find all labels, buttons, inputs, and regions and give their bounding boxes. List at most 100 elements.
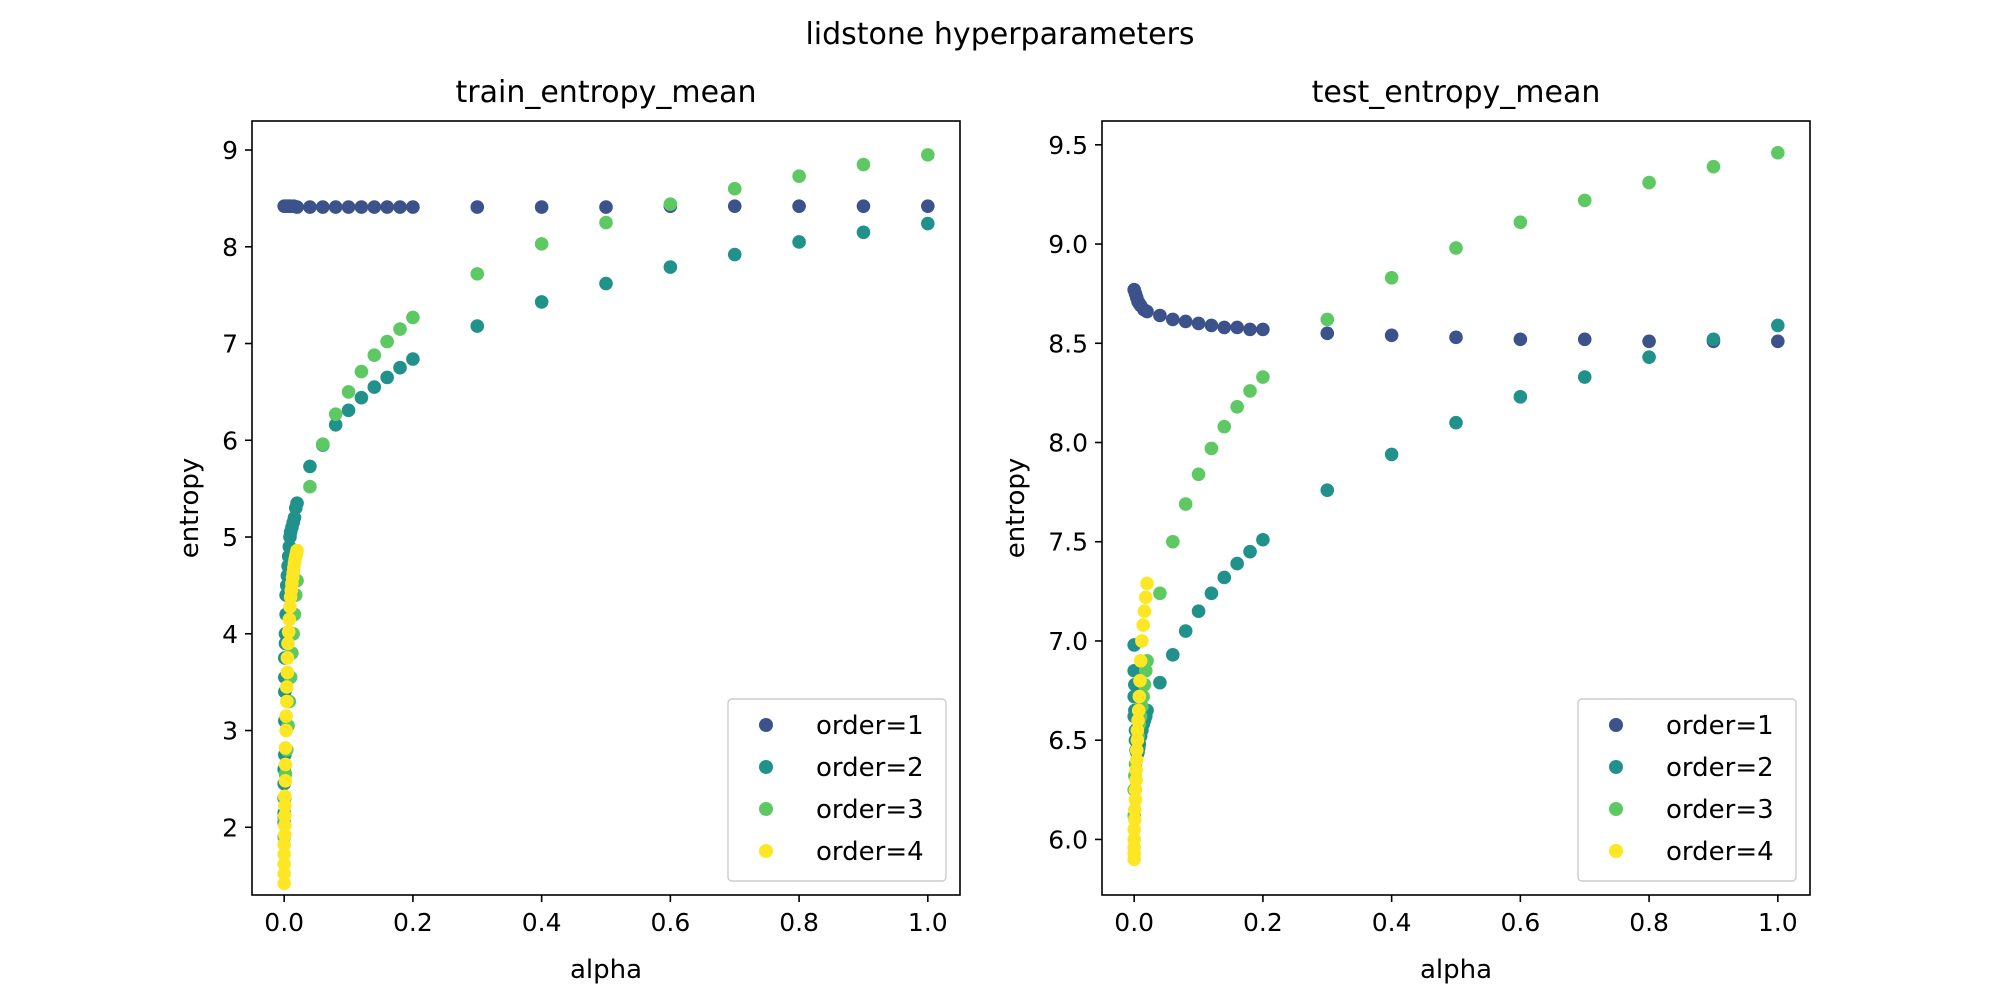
- train-y-tick-label: 7: [222, 330, 238, 359]
- test-y-tick-label: 8.0: [1048, 429, 1088, 458]
- test-data-point: [1128, 812, 1142, 827]
- test-data-point: [1642, 350, 1656, 364]
- test-x-tick-label: 0.2: [1243, 908, 1283, 937]
- test-data-point: [1153, 675, 1167, 690]
- test-data-point: [1133, 654, 1148, 668]
- test-data-point: [1140, 576, 1154, 591]
- test-y-tick-label: 7.5: [1048, 528, 1088, 557]
- train-data-point: [470, 319, 485, 333]
- test-data-point: [1204, 586, 1219, 601]
- train-data-point: [303, 459, 317, 474]
- train-entropy-panel: train_entropy_mean 0.0 0.2 0.4 0.6 0.8 1.0 2 3…: [175, 75, 961, 985]
- train-data-point: [303, 479, 317, 494]
- train-data-point: [599, 200, 613, 214]
- test-series-order-4: [1127, 576, 1154, 867]
- train-data-point: [393, 200, 407, 214]
- test-axes-frame: [1101, 120, 1811, 896]
- train-y-ticks: 2 3 4 5 6 7 8 9: [222, 136, 252, 842]
- train-data-point: [277, 857, 291, 871]
- test-data-point: [1153, 586, 1167, 601]
- train-data-point: [278, 774, 293, 788]
- test-entropy-panel: test_entropy_mean 0.0 0.2 0.4 0.6 0.8 1.0 6.0…: [1001, 75, 1811, 985]
- test-legend-marker: [1609, 760, 1623, 774]
- train-data-point: [663, 260, 678, 274]
- train-data-point: [393, 360, 407, 375]
- train-x-tick-label: 0.8: [779, 908, 819, 937]
- train-legend-marker: [759, 844, 773, 858]
- test-data-point: [1217, 320, 1232, 335]
- test-data-point: [1449, 241, 1463, 255]
- test-legend-label: order=1: [1666, 711, 1774, 741]
- train-data-point: [278, 828, 292, 842]
- train-data-point: [316, 437, 330, 451]
- test-x-tick-label: 1.0: [1758, 908, 1798, 937]
- test-data-point: [1191, 316, 1206, 331]
- train-data-point: [393, 322, 407, 336]
- train-data-point: [279, 680, 294, 694]
- train-data-point: [281, 636, 295, 651]
- test-y-tick-label: 8.5: [1048, 329, 1088, 358]
- train-axes-frame: [251, 120, 961, 896]
- train-data-point: [278, 789, 292, 804]
- train-data-point: [279, 694, 294, 709]
- train-data-point: [856, 225, 871, 240]
- train-data-point: [599, 215, 613, 230]
- train-data-point: [599, 276, 613, 291]
- train-series-order-1: [277, 199, 935, 214]
- train-points: [277, 148, 935, 891]
- train-data-point: [727, 199, 742, 213]
- train-data-point: [303, 200, 317, 214]
- test-data-point: [1178, 314, 1193, 329]
- test-data-point: [1140, 304, 1154, 319]
- train-y-tick-label: 6: [222, 426, 238, 455]
- train-data-point: [290, 200, 304, 214]
- test-data-point: [1771, 318, 1785, 333]
- test-legend-marker: [1609, 802, 1623, 816]
- test-legend-marker: [1609, 844, 1623, 858]
- test-legend-label: order=3: [1666, 795, 1774, 825]
- test-data-point: [1127, 663, 1141, 678]
- test-legend-box: [1577, 698, 1797, 882]
- test-data-point: [1128, 802, 1142, 817]
- test-data-point: [1513, 390, 1528, 404]
- train-legend-marker: [759, 802, 773, 816]
- test-y-tick-label: 6.0: [1048, 825, 1088, 854]
- train-legend-label: order=2: [816, 753, 924, 783]
- train-data-point: [328, 407, 343, 421]
- train-data-point: [280, 665, 295, 680]
- train-data-point: [367, 380, 382, 394]
- test-x-ticks: 0.0 0.2 0.4 0.6 0.8 1.0: [1114, 895, 1798, 937]
- test-data-point: [1178, 624, 1193, 638]
- train-data-point: [283, 599, 297, 614]
- test-legend-label: order=2: [1666, 753, 1774, 783]
- test-data-point: [1178, 497, 1193, 511]
- train-data-point: [341, 200, 356, 214]
- train-data-point: [534, 295, 549, 309]
- train-data-point: [534, 200, 549, 214]
- test-series-order-1: [1127, 282, 1785, 349]
- train-data-point: [406, 310, 420, 325]
- train-y-tick-label: 5: [222, 523, 238, 552]
- test-data-point: [1642, 175, 1656, 190]
- figure-suptitle: lidstone hyperparameters: [805, 17, 1194, 52]
- test-data-point: [1256, 370, 1270, 384]
- train-legend-marker: [759, 760, 773, 774]
- test-y-tick-label: 6.5: [1048, 726, 1088, 755]
- test-data-point: [1129, 753, 1144, 767]
- test-data-point: [1771, 334, 1785, 349]
- test-data-point: [1771, 145, 1785, 160]
- train-data-point: [277, 876, 291, 891]
- train-x-tick-label: 0.0: [264, 908, 304, 937]
- test-x-tick-label: 0.8: [1629, 908, 1669, 937]
- train-y-tick-label: 2: [222, 813, 238, 842]
- train-x-tick-label: 1.0: [908, 908, 948, 937]
- train-data-point: [277, 837, 291, 852]
- test-data-point: [1131, 713, 1145, 728]
- train-legend-label: order=4: [816, 837, 924, 867]
- test-data-point: [1243, 544, 1257, 559]
- test-data-point: [1243, 322, 1257, 337]
- train-data-point: [534, 237, 549, 251]
- train-data-point: [367, 348, 382, 362]
- train-data-point: [290, 543, 304, 558]
